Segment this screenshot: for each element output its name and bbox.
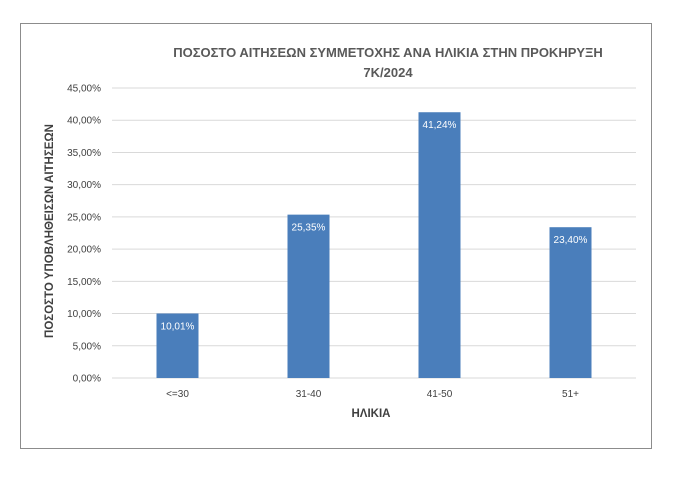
chart-title-line-1: ΠΟΣΟΣΤΟ ΑΙΤΗΣΕΩΝ ΣΥΜΜΕΤΟΧΗΣ ΑΝΑ ΗΛΙΚΙΑ Σ…: [173, 45, 603, 60]
bar-data-label: 25,35%: [292, 223, 326, 234]
bar: [418, 112, 461, 378]
bar-data-label: 10,01%: [161, 321, 195, 332]
bar: [156, 313, 199, 378]
data-labels: 10,01% 25,35% 41,24% 23,40%: [161, 120, 588, 332]
x-category-label: 31-40: [296, 389, 322, 400]
x-axis-categories: <=30 31-40 41-50 51+: [166, 389, 579, 400]
bar-data-label: 41,24%: [423, 120, 457, 131]
y-tick-label: 25,00%: [67, 212, 101, 223]
y-tick-label: 30,00%: [67, 180, 101, 191]
y-tick-label: 45,00%: [67, 84, 101, 95]
x-category-label: 51+: [562, 389, 579, 400]
x-category-label: <=30: [166, 389, 189, 400]
bar-data-label: 23,40%: [554, 235, 588, 246]
x-category-label: 41-50: [427, 389, 453, 400]
y-tick-label: 40,00%: [67, 116, 101, 127]
y-axis-ticks: 0,00% 5,00% 10,00% 15,00% 20,00% 25,00% 30,00%…: [67, 84, 101, 385]
bars: [156, 112, 592, 378]
y-axis-title: ΠΟΣΟΣΤΟ ΥΠΟΒΛΗΘΕΙΣΩΝ ΑΙΤΗΣΕΩΝ: [44, 124, 56, 338]
bar: [549, 227, 592, 378]
y-tick-label: 10,00%: [67, 309, 101, 320]
bar: [287, 214, 330, 378]
y-tick-label: 20,00%: [67, 245, 101, 256]
y-tick-label: 15,00%: [67, 277, 101, 288]
y-tick-label: 5,00%: [73, 341, 101, 352]
gridlines: [112, 87, 636, 379]
y-tick-label: 0,00%: [73, 374, 101, 385]
y-tick-label: 35,00%: [67, 148, 101, 159]
x-axis-title: ΗΛΙΚΙΑ: [352, 408, 391, 420]
chart-title-line-2: 7Κ/2024: [363, 65, 413, 80]
